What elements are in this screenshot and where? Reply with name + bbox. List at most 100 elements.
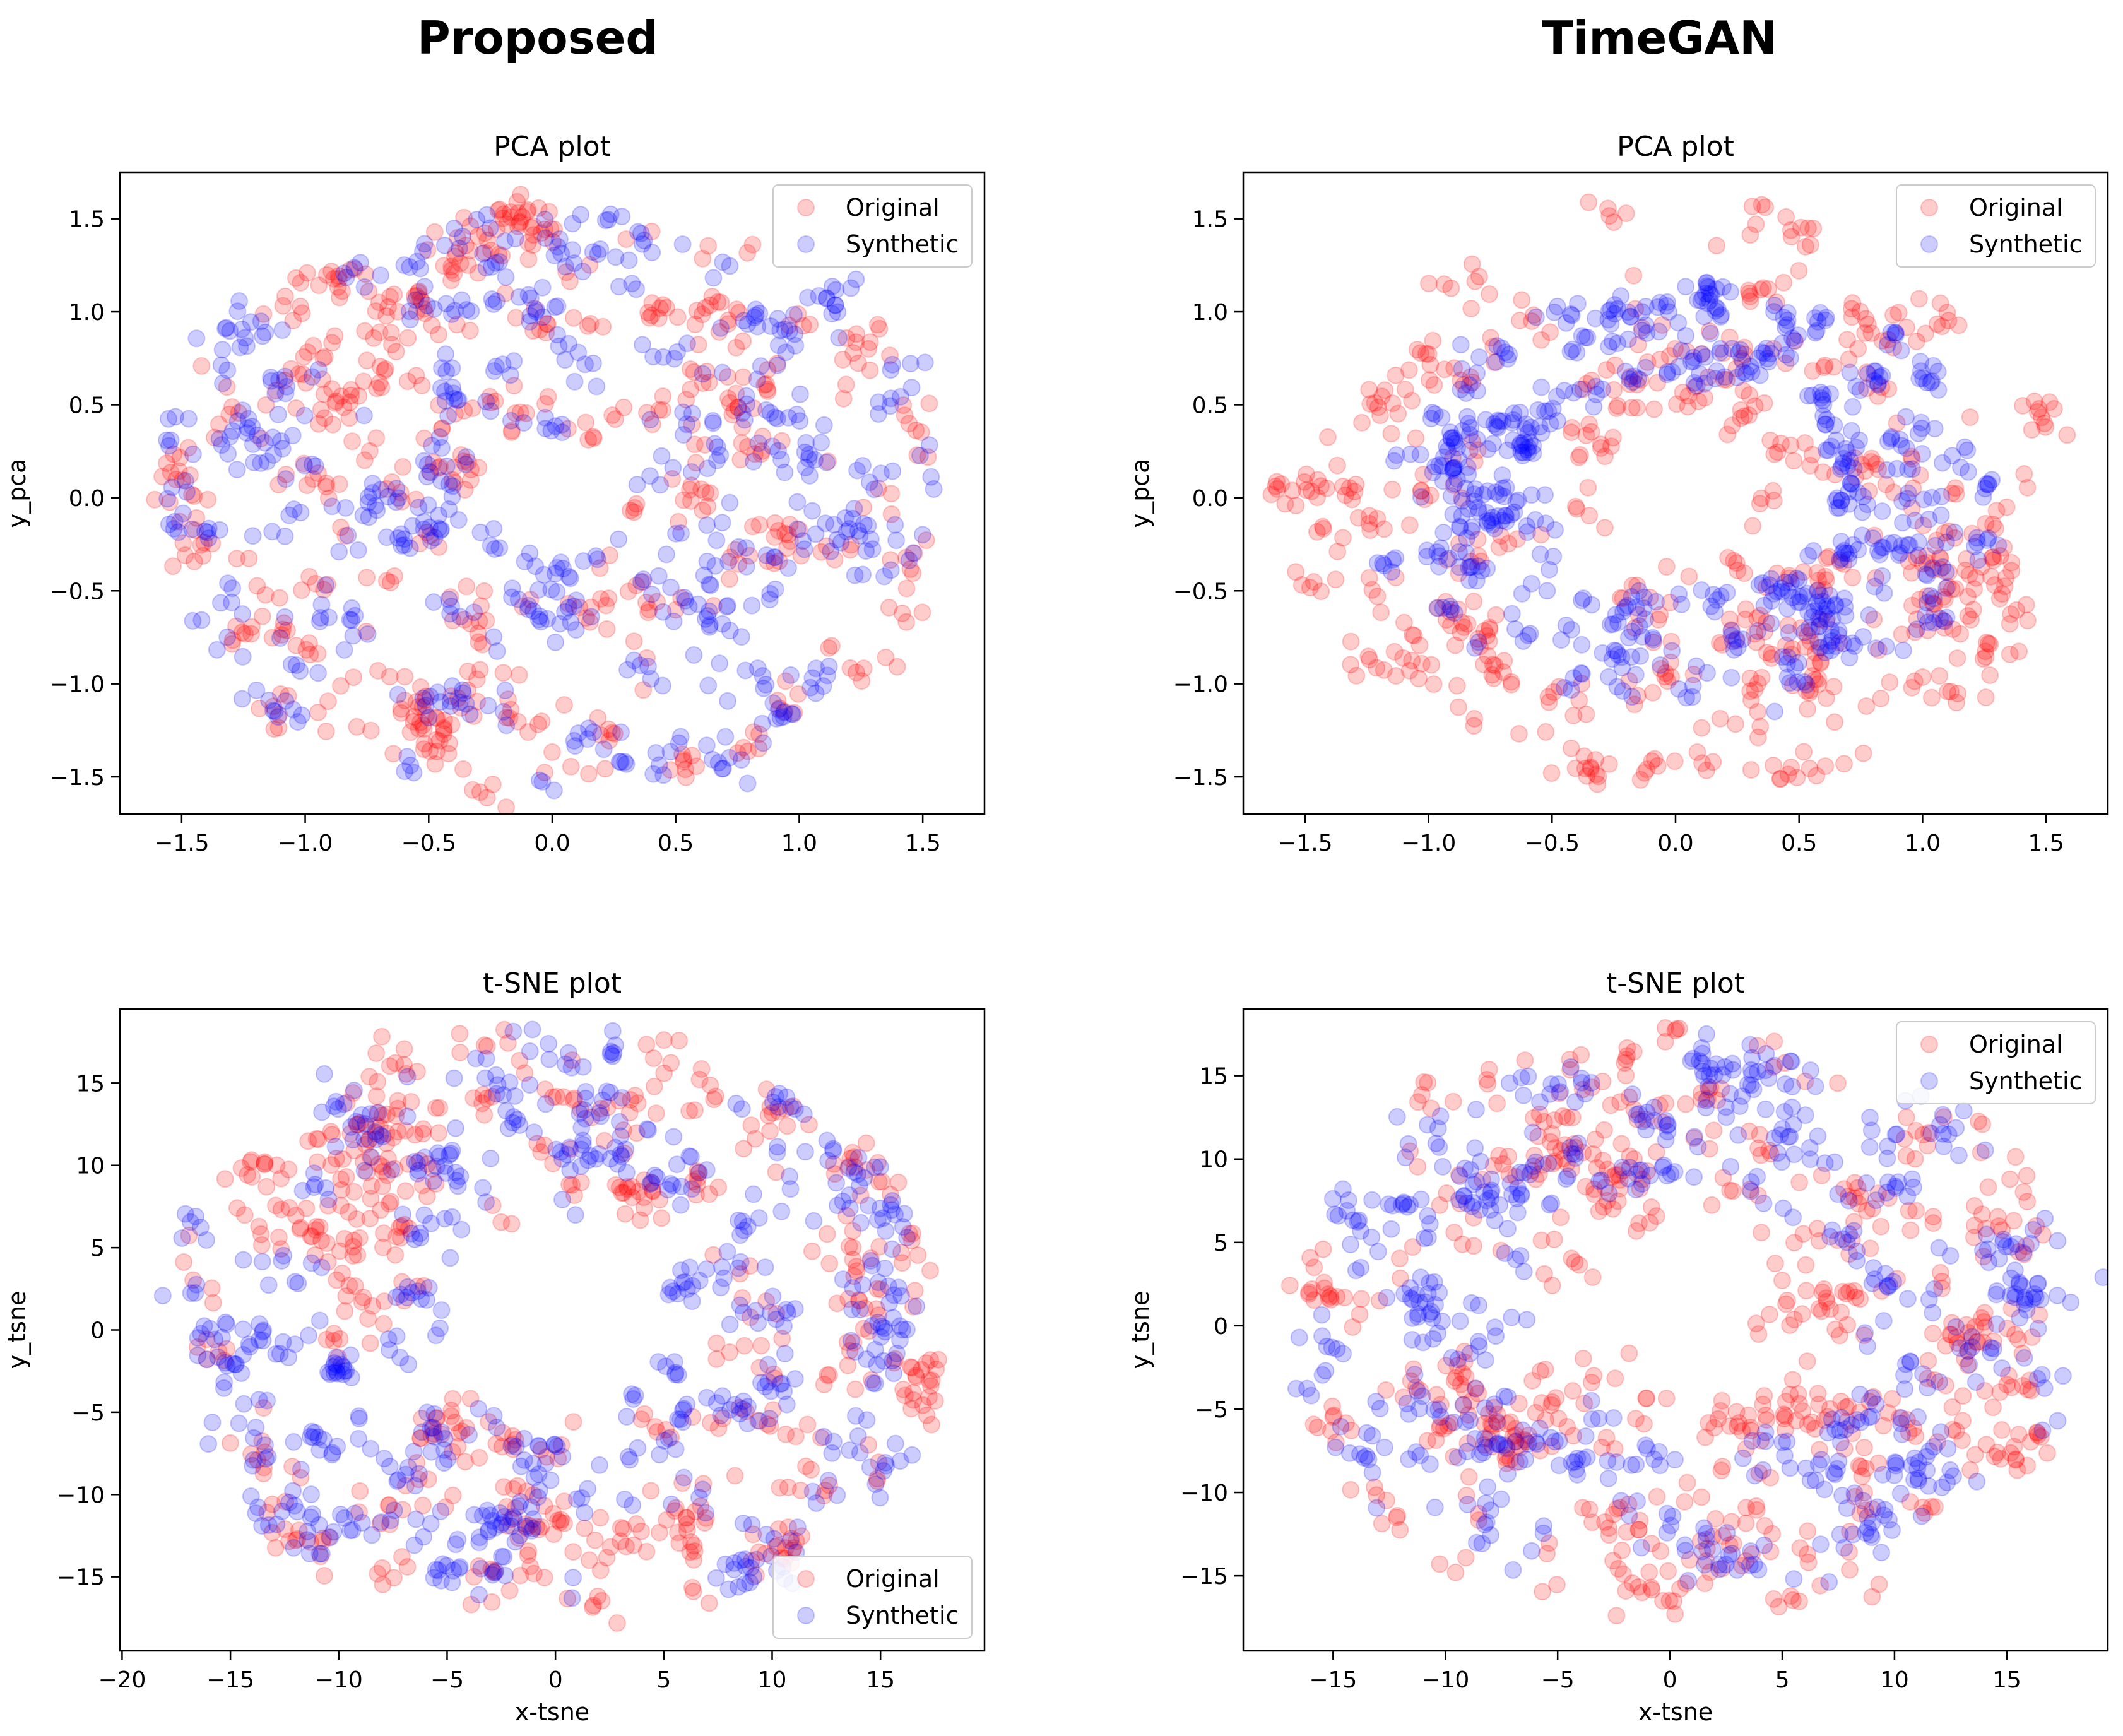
original-point: [1444, 1092, 1462, 1111]
synthetic-point: [572, 1140, 590, 1159]
synthetic-point: [731, 1253, 750, 1271]
original-point: [1831, 553, 1849, 572]
synthetic-point: [437, 1164, 455, 1182]
original-point: [582, 598, 600, 617]
synthetic-point: [505, 352, 523, 370]
synthetic-point: [1430, 456, 1448, 474]
original-point: [1510, 1395, 1528, 1413]
synthetic-point: [1374, 555, 1392, 573]
synthetic-point: [337, 268, 355, 286]
synthetic-point: [566, 1206, 584, 1224]
synthetic-point: [1778, 1432, 1796, 1451]
original-point: [1720, 1536, 1739, 1554]
original-point: [683, 1578, 701, 1597]
original-point: [1540, 693, 1558, 711]
original-point: [457, 1419, 475, 1437]
synthetic-point: [1909, 1472, 1927, 1490]
synthetic-point: [642, 585, 661, 603]
synthetic-point: [1458, 1496, 1477, 1514]
synthetic-point: [1612, 648, 1631, 666]
synthetic-point: [1424, 1330, 1442, 1348]
original-point: [1901, 1493, 1919, 1511]
synthetic-point: [1670, 585, 1688, 603]
original-point: [1917, 553, 1936, 572]
synthetic-point: [310, 1441, 329, 1459]
synthetic-point: [292, 504, 310, 522]
synthetic-point: [1409, 1305, 1427, 1323]
synthetic-point: [1707, 280, 1725, 298]
synthetic-point: [861, 530, 880, 548]
synthetic-point: [1498, 441, 1517, 459]
original-point: [786, 1427, 805, 1446]
synthetic-point: [556, 351, 574, 369]
original-point: [1573, 675, 1591, 693]
original-point: [1867, 569, 1885, 587]
synthetic-point: [444, 378, 462, 396]
original-point: [413, 376, 431, 394]
original-point: [442, 261, 461, 279]
synthetic-point: [1416, 1293, 1434, 1311]
synthetic-point: [743, 1516, 761, 1534]
original-point: [1543, 1437, 1561, 1455]
synthetic-point: [1509, 491, 1527, 509]
synthetic-point: [1452, 336, 1470, 354]
original-point: [1585, 1185, 1604, 1203]
synthetic-point: [160, 437, 178, 455]
original-point: [559, 1590, 577, 1608]
synthetic-point: [1701, 1060, 1720, 1078]
original-point: [504, 1480, 523, 1498]
original-point: [560, 1176, 578, 1193]
synthetic-point: [824, 1140, 843, 1158]
synthetic-point: [565, 731, 583, 750]
original-point: [1587, 765, 1606, 784]
synthetic-point: [922, 468, 940, 486]
synthetic-point: [1803, 608, 1821, 626]
original-point: [1651, 350, 1669, 369]
column-title-proposed: Proposed: [417, 11, 658, 64]
original-point: [331, 676, 350, 695]
original-point: [825, 1155, 843, 1173]
original-point: [870, 1306, 888, 1324]
synthetic-point: [1479, 1478, 1497, 1496]
synthetic-point: [1813, 1451, 1830, 1469]
synthetic-point: [1990, 1249, 2008, 1268]
synthetic-point: [1875, 1506, 1893, 1525]
synthetic-point: [576, 1089, 594, 1107]
synthetic-point: [1495, 1387, 1513, 1405]
synthetic-point: [1457, 1413, 1475, 1431]
synthetic-point: [488, 642, 506, 660]
original-point: [1817, 1289, 1835, 1308]
original-point: [428, 709, 446, 728]
original-point: [644, 1182, 662, 1200]
original-point: [396, 668, 414, 686]
original-point: [2034, 1225, 2052, 1244]
original-point: [463, 781, 482, 799]
original-point: [408, 1453, 426, 1472]
original-point: [730, 304, 748, 322]
synthetic-point: [529, 1465, 548, 1484]
synthetic-point: [401, 258, 419, 276]
original-point: [1821, 1400, 1839, 1418]
synthetic-point: [1861, 1108, 1879, 1126]
original-point: [386, 567, 403, 585]
original-point: [455, 401, 473, 420]
original-point: [549, 1450, 567, 1468]
synthetic-point: [1568, 1465, 1587, 1484]
synthetic-point: [300, 1326, 317, 1345]
original-point: [382, 336, 401, 354]
synthetic-point: [663, 1176, 682, 1195]
original-point: [800, 1116, 818, 1134]
original-point: [793, 1527, 811, 1545]
original-point: [1363, 581, 1381, 599]
synthetic-point: [1669, 358, 1688, 376]
original-point: [221, 1434, 239, 1452]
synthetic-point: [1658, 365, 1676, 384]
synthetic-point: [1619, 596, 1637, 615]
synthetic-point: [876, 1323, 894, 1341]
original-point: [1624, 266, 1643, 285]
original-point: [1897, 1108, 1915, 1126]
synthetic-point: [1424, 463, 1442, 481]
original-point: [1394, 649, 1412, 667]
original-point: [1841, 1522, 1859, 1540]
synthetic-point: [658, 545, 675, 564]
